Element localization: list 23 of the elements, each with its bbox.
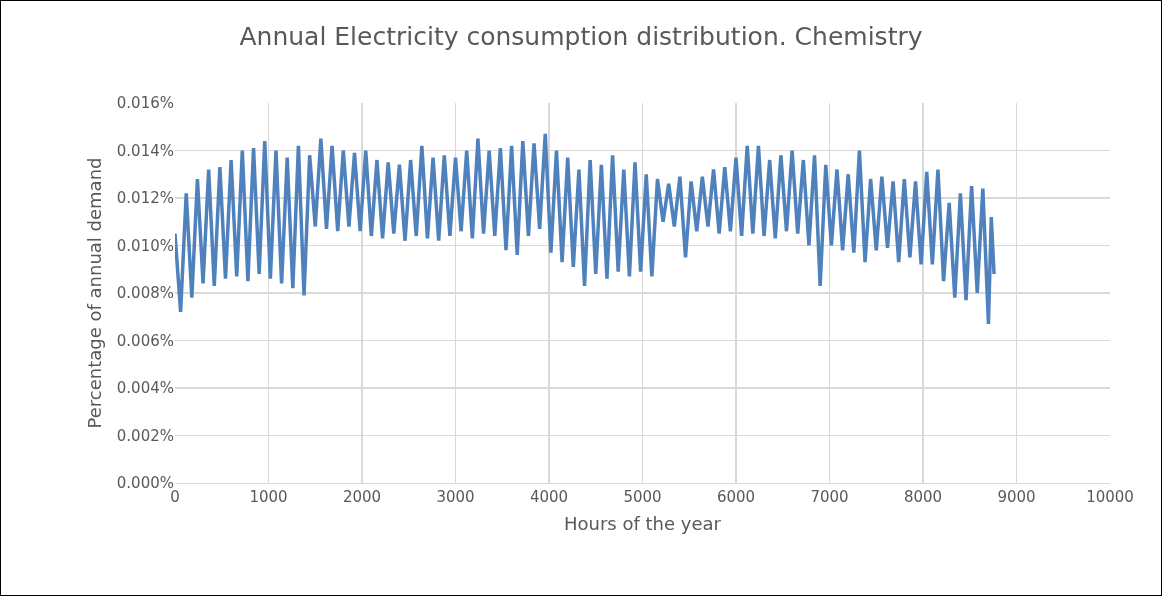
x-tick-label: 8000 (903, 488, 943, 506)
y-tick-label: 0.012% (116, 189, 174, 208)
x-axis-title: Hours of the year (564, 513, 722, 535)
y-tick-label: 0.008% (116, 284, 174, 303)
x-tick-label: 10000 (1086, 488, 1134, 506)
x-tick-label: 2000 (342, 488, 382, 506)
x-tick-label: 1000 (249, 488, 288, 506)
y-tick-label: 0.016% (116, 94, 174, 113)
y-axis-title: Percentage of annual demand (84, 157, 105, 429)
y-tick-label: 0.006% (116, 331, 174, 350)
x-tick-label: 5000 (623, 488, 662, 506)
y-tick-label: 0.002% (116, 426, 174, 445)
y-tick-label: 0.010% (116, 236, 174, 255)
x-tick-label: 6000 (716, 488, 756, 506)
chart-title: Annual Electricity consumption distribution. Chemistry (239, 22, 923, 52)
y-tick-label: 0.004% (116, 379, 174, 398)
x-tick-label: 7000 (810, 488, 849, 506)
y-tick-label: 0.014% (116, 141, 174, 160)
x-tick-label: 0 (170, 488, 180, 506)
x-tick-label: 3000 (436, 488, 475, 506)
line-series (175, 132, 996, 326)
x-tick-label: 9000 (997, 488, 1036, 506)
x-tick-label: 4000 (529, 488, 569, 506)
